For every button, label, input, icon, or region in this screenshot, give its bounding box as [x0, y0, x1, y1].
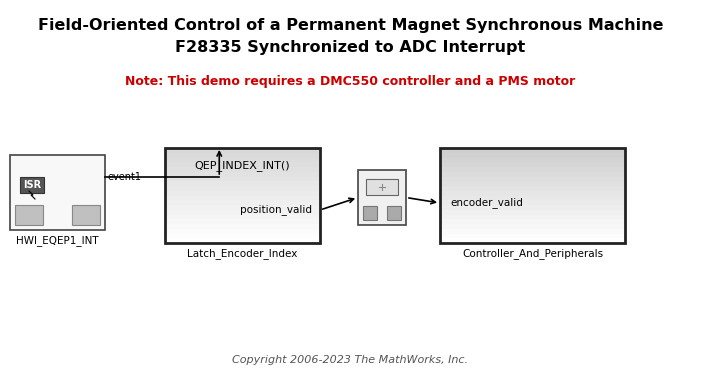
Bar: [165, 219, 320, 224]
Bar: [10, 155, 105, 230]
Bar: [165, 166, 320, 172]
Bar: [440, 176, 625, 181]
Bar: [440, 214, 625, 219]
Text: Latch_Encoder_Index: Latch_Encoder_Index: [187, 248, 298, 259]
Text: Field-Oriented Control of a Permanent Magnet Synchronous Machine: Field-Oriented Control of a Permanent Ma…: [38, 18, 663, 33]
Bar: [440, 223, 625, 229]
Bar: [440, 157, 625, 162]
Text: position_valid: position_valid: [240, 205, 312, 215]
Bar: [440, 152, 625, 157]
Bar: [165, 195, 320, 200]
Bar: [165, 209, 320, 215]
Bar: [440, 162, 625, 167]
Bar: [165, 200, 320, 205]
Text: event1: event1: [108, 172, 142, 182]
Text: encoder_valid: encoder_valid: [450, 198, 523, 208]
Bar: [440, 195, 625, 200]
Bar: [165, 176, 320, 181]
Bar: [15, 205, 43, 225]
Text: ISR: ISR: [23, 180, 41, 190]
Bar: [72, 205, 100, 225]
Bar: [165, 162, 320, 167]
Bar: [440, 147, 625, 153]
Bar: [366, 179, 398, 195]
Bar: [440, 181, 625, 186]
Text: Copyright 2006-2023 The MathWorks, Inc.: Copyright 2006-2023 The MathWorks, Inc.: [233, 355, 468, 365]
Bar: [440, 228, 625, 234]
Bar: [440, 200, 625, 205]
Bar: [440, 186, 625, 191]
Bar: [440, 219, 625, 224]
Bar: [358, 170, 406, 225]
Bar: [363, 206, 377, 220]
Bar: [165, 147, 320, 153]
Bar: [165, 186, 320, 191]
Bar: [165, 205, 320, 210]
Bar: [165, 228, 320, 234]
Bar: [165, 171, 320, 176]
Bar: [165, 233, 320, 238]
Text: QEP_INDEX_INT(): QEP_INDEX_INT(): [195, 161, 290, 171]
Text: Note: This demo requires a DMC550 controller and a PMS motor: Note: This demo requires a DMC550 contro…: [125, 75, 576, 88]
Bar: [440, 233, 625, 238]
Text: HWI_EQEP1_INT: HWI_EQEP1_INT: [16, 235, 99, 246]
Bar: [165, 223, 320, 229]
Bar: [440, 209, 625, 215]
Bar: [440, 171, 625, 176]
Bar: [440, 148, 625, 243]
Bar: [440, 205, 625, 210]
Bar: [165, 152, 320, 157]
Bar: [165, 214, 320, 219]
Bar: [440, 190, 625, 195]
Bar: [165, 181, 320, 186]
Bar: [387, 206, 401, 220]
Bar: [165, 190, 320, 195]
Text: F28335 Synchronized to ADC Interrupt: F28335 Synchronized to ADC Interrupt: [175, 40, 526, 55]
Bar: [165, 157, 320, 162]
Bar: [165, 148, 320, 243]
Text: Controller_And_Peripherals: Controller_And_Peripherals: [462, 248, 603, 259]
Bar: [165, 238, 320, 243]
Bar: [440, 166, 625, 172]
Bar: [440, 238, 625, 243]
